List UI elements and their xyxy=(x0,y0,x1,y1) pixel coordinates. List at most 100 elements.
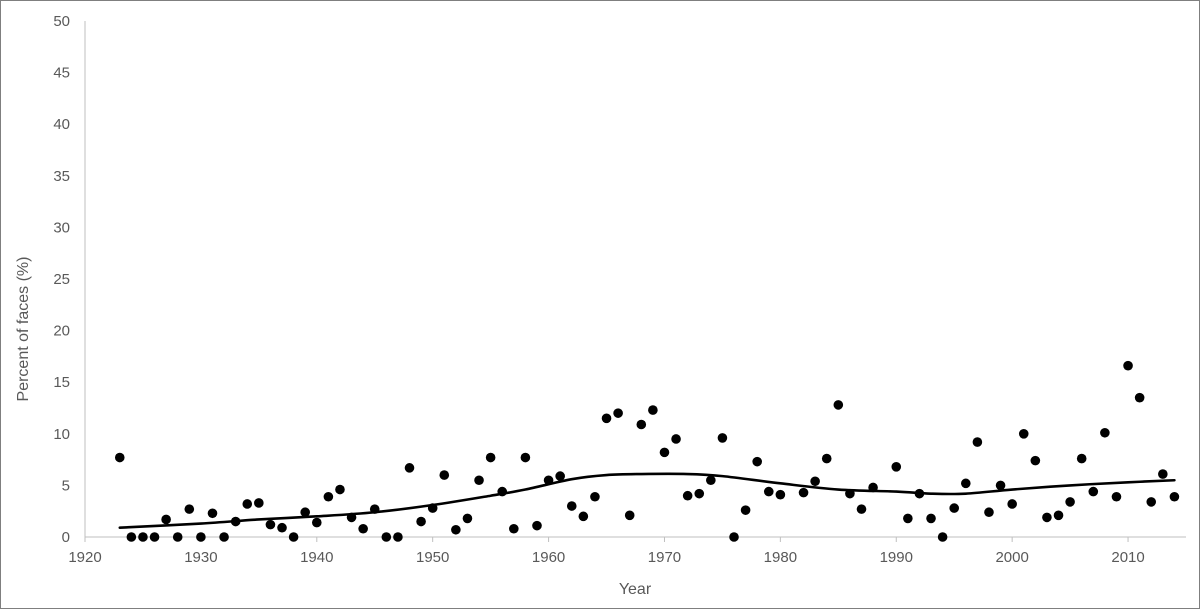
data-point xyxy=(474,475,484,486)
x-tick-labels: 1920 1930 1940 1950 1960 1970 1980 1990 2000 2010 xyxy=(68,549,1144,566)
data-point xyxy=(984,507,994,518)
data-point xyxy=(265,519,276,530)
x-tick-label: 2010 xyxy=(1111,549,1144,566)
data-point xyxy=(277,522,287,533)
data-point xyxy=(1100,427,1110,438)
data-point xyxy=(520,452,531,463)
data-point xyxy=(369,504,380,514)
data-point xyxy=(393,532,403,542)
data-point xyxy=(1030,455,1041,466)
y-tick-label: 20 xyxy=(53,323,70,340)
y-tick-label: 45 xyxy=(53,65,70,82)
y-tick-label: 15 xyxy=(53,374,70,391)
y-tick-label: 35 xyxy=(53,168,70,185)
trend-line xyxy=(118,472,1176,530)
data-point xyxy=(300,507,311,518)
data-point xyxy=(856,504,867,514)
data-point xyxy=(1123,360,1133,371)
data-point xyxy=(659,447,670,458)
data-point xyxy=(1111,491,1122,502)
data-point xyxy=(914,488,925,499)
data-point xyxy=(775,489,786,500)
data-point xyxy=(937,532,948,542)
x-tick-label: 1940 xyxy=(300,549,333,566)
data-point xyxy=(242,499,253,509)
data-point xyxy=(311,517,322,528)
x-tick-label: 1990 xyxy=(880,549,913,566)
data-point xyxy=(485,452,496,463)
y-tick-labels: 0 5 10 15 20 25 30 35 40 45 50 xyxy=(53,13,70,546)
axes xyxy=(84,21,1186,542)
data-point xyxy=(149,532,160,542)
data-point xyxy=(671,434,681,444)
x-tick-label: 1970 xyxy=(648,549,681,566)
data-point xyxy=(566,501,577,511)
y-tick-label: 40 xyxy=(53,116,70,133)
data-point xyxy=(868,482,878,493)
data-point xyxy=(1065,497,1075,507)
data-point xyxy=(462,513,473,524)
data-point xyxy=(138,532,148,542)
data-point xyxy=(752,456,762,467)
data-point xyxy=(1042,512,1052,523)
data-point xyxy=(509,523,519,534)
data-point xyxy=(416,516,426,527)
data-point xyxy=(590,491,600,502)
data-point xyxy=(1169,491,1180,502)
data-point xyxy=(543,475,554,486)
data-point xyxy=(682,490,693,501)
data-point xyxy=(207,508,218,519)
y-tick-label: 50 xyxy=(53,13,70,30)
data-point xyxy=(648,405,658,415)
data-point xyxy=(624,510,635,521)
data-point xyxy=(740,505,751,515)
data-point xyxy=(729,532,739,542)
data-point xyxy=(903,513,913,524)
data-point xyxy=(451,524,461,535)
data-point xyxy=(1158,469,1168,479)
data-points xyxy=(114,360,1180,542)
data-point xyxy=(172,532,183,542)
data-point xyxy=(439,470,450,480)
y-tick-label: 25 xyxy=(53,271,70,288)
x-tick-label: 1960 xyxy=(532,549,565,566)
data-point xyxy=(497,486,508,497)
data-point xyxy=(230,516,241,527)
x-tick-label: 2000 xyxy=(995,549,1028,566)
data-point xyxy=(995,480,1006,491)
data-point xyxy=(1018,429,1029,439)
data-point xyxy=(184,504,195,514)
y-tick-label: 0 xyxy=(62,529,70,546)
data-point xyxy=(358,523,368,534)
x-tick-label: 1950 xyxy=(416,549,449,566)
data-point xyxy=(845,488,855,499)
data-point xyxy=(961,478,971,489)
data-point xyxy=(694,488,705,499)
data-point xyxy=(323,491,334,502)
data-point xyxy=(601,413,612,424)
data-point xyxy=(891,462,902,472)
data-point xyxy=(1146,497,1157,507)
data-point xyxy=(833,400,844,410)
data-point xyxy=(404,463,415,473)
data-point xyxy=(578,511,589,522)
data-point xyxy=(763,486,774,497)
data-point xyxy=(1053,510,1064,521)
data-point xyxy=(926,513,936,524)
data-point xyxy=(1088,486,1099,497)
data-point xyxy=(126,532,137,542)
data-point xyxy=(114,452,125,463)
y-axis-label: Percent of faces (%) xyxy=(15,257,32,402)
data-point xyxy=(810,476,820,487)
y-tick-label: 5 xyxy=(62,477,70,494)
data-point xyxy=(555,471,565,481)
data-point xyxy=(346,512,357,523)
data-point xyxy=(161,514,171,525)
y-tick-label: 10 xyxy=(53,426,70,443)
data-point xyxy=(1007,499,1017,509)
y-tick-label: 30 xyxy=(53,219,70,236)
data-point xyxy=(972,437,983,447)
data-point xyxy=(1076,453,1087,464)
